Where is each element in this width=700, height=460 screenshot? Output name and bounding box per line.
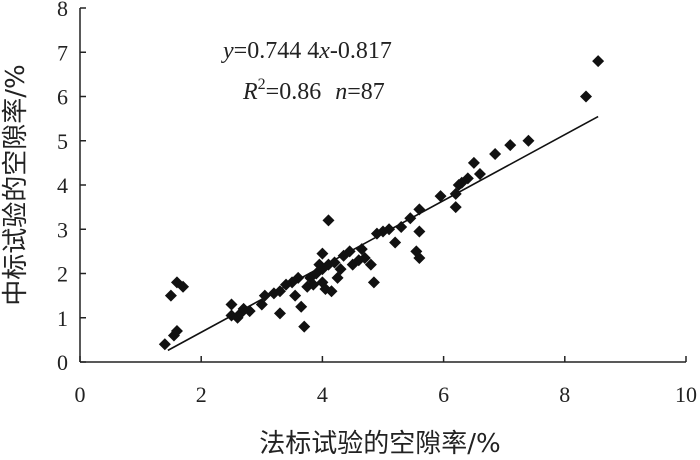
y-tick-label: 1 [57, 306, 68, 331]
x-tick-label: 2 [196, 382, 207, 407]
data-point-diamond [592, 55, 605, 68]
data-point-diamond [434, 190, 447, 203]
data-point-diamond [225, 298, 238, 311]
r-squared-value: =0.86 [266, 79, 322, 105]
y-tick-label: 2 [57, 262, 68, 287]
data-point-diamond [177, 280, 190, 293]
data-point-diamond [289, 289, 302, 302]
data-point-diamond [316, 247, 329, 260]
data-point-diamond [367, 276, 380, 289]
data-point-diamond [522, 134, 535, 147]
data-point-diamond [273, 307, 286, 320]
y-tick-label: 5 [57, 129, 68, 154]
data-point-diamond [449, 201, 462, 214]
r-squared-superscript: 2 [258, 76, 266, 93]
equation-line-2: R2=0.86 n=87 [242, 76, 385, 105]
y-tick-label: 7 [57, 40, 68, 65]
data-point-diamond [389, 236, 402, 249]
y-axis-title: 中标试验的空隙率/% [1, 64, 31, 305]
data-point-diamond [467, 156, 480, 169]
data-point-diamond [325, 285, 338, 298]
data-point-diamond [298, 320, 311, 333]
equation-slope: =0.744 4 [234, 38, 320, 64]
data-point-diamond [334, 263, 347, 276]
data-point-diamond [322, 214, 335, 227]
equation-intercept: -0.817 [330, 38, 392, 64]
data-point-diamond [473, 167, 486, 180]
data-point-diamond [158, 338, 171, 351]
x-tick-label: 10 [675, 382, 697, 407]
y-tick-label: 4 [57, 173, 68, 198]
sample-size-value: =87 [347, 79, 385, 105]
x-ticks: 0 2 4 6 8 10 [75, 356, 697, 407]
y-tick-label: 3 [57, 217, 68, 242]
x-tick-label: 6 [438, 382, 449, 407]
data-point-diamond [461, 172, 474, 185]
data-point-diamond [580, 90, 593, 103]
data-point-diamond [364, 258, 377, 271]
data-point-diamond [413, 225, 426, 238]
y-tick-label: 6 [57, 85, 68, 110]
data-point-diamond [164, 289, 177, 302]
data-point-diamond [307, 278, 320, 291]
data-point-diamond [358, 252, 371, 265]
y-tick-label: 8 [57, 0, 68, 21]
regression-line [167, 115, 599, 352]
data-point-diamond [295, 300, 308, 313]
data-point-diamond [395, 221, 408, 234]
y-tick-label: 0 [57, 350, 68, 375]
data-point-diamond [328, 256, 341, 269]
data-point-diamond [413, 252, 426, 265]
sample-size-symbol: n [335, 79, 347, 105]
x-tick-label: 0 [75, 382, 86, 407]
data-point-diamond [489, 148, 502, 161]
x-axis-title: 法标试验的空隙率/% [259, 429, 500, 459]
x-tick-label: 4 [317, 382, 328, 407]
data-point-diamond [170, 325, 183, 338]
x-tick-label: 8 [559, 382, 570, 407]
equation-x-symbol: x [318, 38, 330, 64]
y-ticks: 0 1 2 3 4 5 6 7 8 [57, 0, 86, 375]
equation-line-1: y=0.744 4x-0.817 [221, 38, 392, 64]
equation-y-symbol: y [221, 38, 234, 64]
r-squared-symbol: R [242, 79, 258, 105]
data-point-diamond [504, 139, 517, 152]
